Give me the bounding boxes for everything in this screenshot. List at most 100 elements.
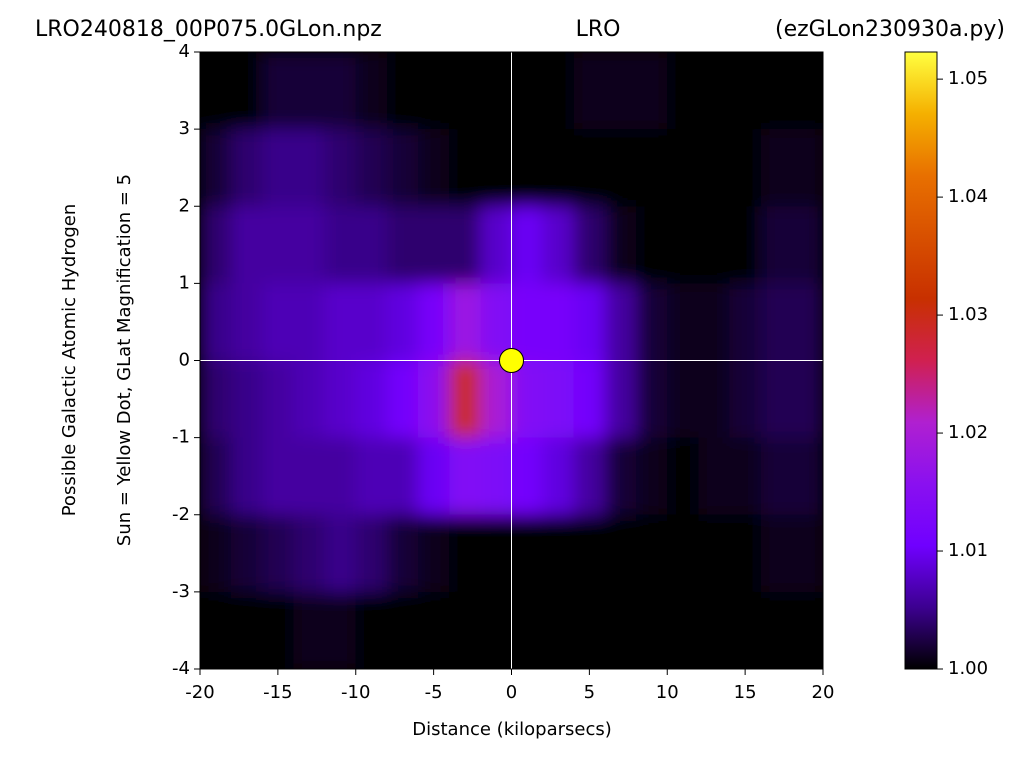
heat-cell	[760, 360, 793, 439]
heat-cell	[573, 52, 606, 130]
heat-cell	[200, 591, 232, 669]
heat-cell	[480, 360, 512, 439]
heat-cell	[698, 360, 731, 439]
heat-cell	[542, 360, 575, 439]
y-tick-label: -3	[172, 581, 190, 602]
overlay	[200, 52, 823, 669]
heat-cell	[418, 514, 450, 593]
heat-cell	[231, 591, 263, 669]
heat-cell	[231, 52, 263, 130]
y-axis-label: Sun = Yellow Dot, GLat Magnification = 5	[114, 174, 135, 546]
heat-cell	[791, 52, 823, 130]
heat-cell	[542, 206, 575, 284]
heat-cell	[760, 129, 793, 207]
heat-cell	[449, 129, 481, 207]
heat-cell	[604, 437, 637, 516]
heat-cell	[200, 437, 232, 516]
heat-cell	[293, 52, 326, 130]
x-tick-label: 5	[584, 682, 595, 703]
heat-cell	[418, 437, 450, 516]
heat-cell	[449, 283, 481, 361]
y-tick-label: 4	[179, 41, 190, 62]
heat-cell	[324, 129, 357, 207]
heat-cell	[293, 591, 326, 669]
colorbar	[904, 51, 938, 670]
heat-cell	[760, 514, 793, 593]
heat-cell	[542, 52, 575, 130]
heat-cell	[355, 129, 388, 207]
heat-cell	[667, 283, 699, 361]
heat-cell	[667, 129, 699, 207]
heat-cell	[604, 206, 637, 284]
colorbar-tick-label: 1.04	[948, 186, 988, 207]
heat-cell	[355, 360, 388, 439]
heat-cell	[511, 206, 544, 284]
heat-cell	[386, 129, 419, 207]
heat-cell	[418, 360, 450, 439]
heat-cell	[542, 283, 575, 361]
heat-cell	[200, 514, 232, 593]
heat-cell	[293, 206, 326, 284]
heat-cell	[667, 437, 699, 516]
heat-cell	[355, 514, 388, 593]
heat-cell	[636, 591, 668, 669]
heat-cell	[355, 591, 388, 669]
heat-cell	[262, 129, 294, 207]
heat-cell	[200, 283, 232, 361]
heat-cell	[480, 206, 512, 284]
heat-cell	[698, 591, 731, 669]
heat-cell	[636, 283, 668, 361]
heat-cell	[324, 437, 357, 516]
heat-cell	[760, 437, 793, 516]
heat-cell	[729, 514, 762, 593]
heat-cell	[449, 206, 481, 284]
title-center: LRO	[576, 17, 621, 42]
title-left: LRO240818_00P075.0GLon.npz	[35, 17, 382, 42]
heat-cell	[449, 514, 481, 593]
heat-cell	[480, 129, 512, 207]
heat-cell	[604, 129, 637, 207]
heat-cell	[386, 52, 419, 130]
heat-cell	[636, 206, 668, 284]
heat-cell	[200, 206, 232, 284]
heat-cell	[573, 206, 606, 284]
heat-cell	[511, 437, 544, 516]
y-tick-label: -2	[172, 504, 190, 525]
y-tick-label: -1	[172, 427, 190, 448]
heat-cell	[293, 437, 326, 516]
heat-cell	[262, 514, 294, 593]
x-tick-label: -15	[263, 682, 292, 703]
heat-cell	[449, 360, 481, 439]
heat-cell	[698, 52, 731, 130]
x-tick-label: 0	[506, 682, 517, 703]
heat-cell	[636, 129, 668, 207]
heat-cell	[791, 206, 823, 284]
heat-cell	[262, 52, 294, 130]
heat-cell	[262, 360, 294, 439]
heat-cell	[604, 591, 637, 669]
heat-cell	[729, 360, 762, 439]
heat-cell	[200, 52, 232, 130]
y-axis-label: Possible Galactic Atomic Hydrogen	[59, 204, 80, 517]
heat-cell	[418, 283, 450, 361]
heat-cell	[667, 591, 699, 669]
heat-cell	[418, 129, 450, 207]
heat-cell	[231, 283, 263, 361]
heat-cell	[667, 206, 699, 284]
x-tick-label: 10	[656, 682, 679, 703]
heat-cell	[511, 52, 544, 130]
heat-cell	[636, 52, 668, 130]
heat-cell	[698, 283, 731, 361]
colorbar-tick-label: 1.05	[948, 68, 988, 89]
x-tick-label: -10	[341, 682, 370, 703]
heat-cell	[200, 129, 232, 207]
heat-cell	[729, 52, 762, 130]
heat-cell	[729, 129, 762, 207]
heat-cell	[262, 206, 294, 284]
heatmap	[200, 52, 823, 669]
heat-cell	[231, 437, 263, 516]
colorbar-tick-label: 1.01	[948, 540, 988, 561]
heat-cell	[573, 360, 606, 439]
heat-cell	[604, 283, 637, 361]
heat-cell	[604, 514, 637, 593]
